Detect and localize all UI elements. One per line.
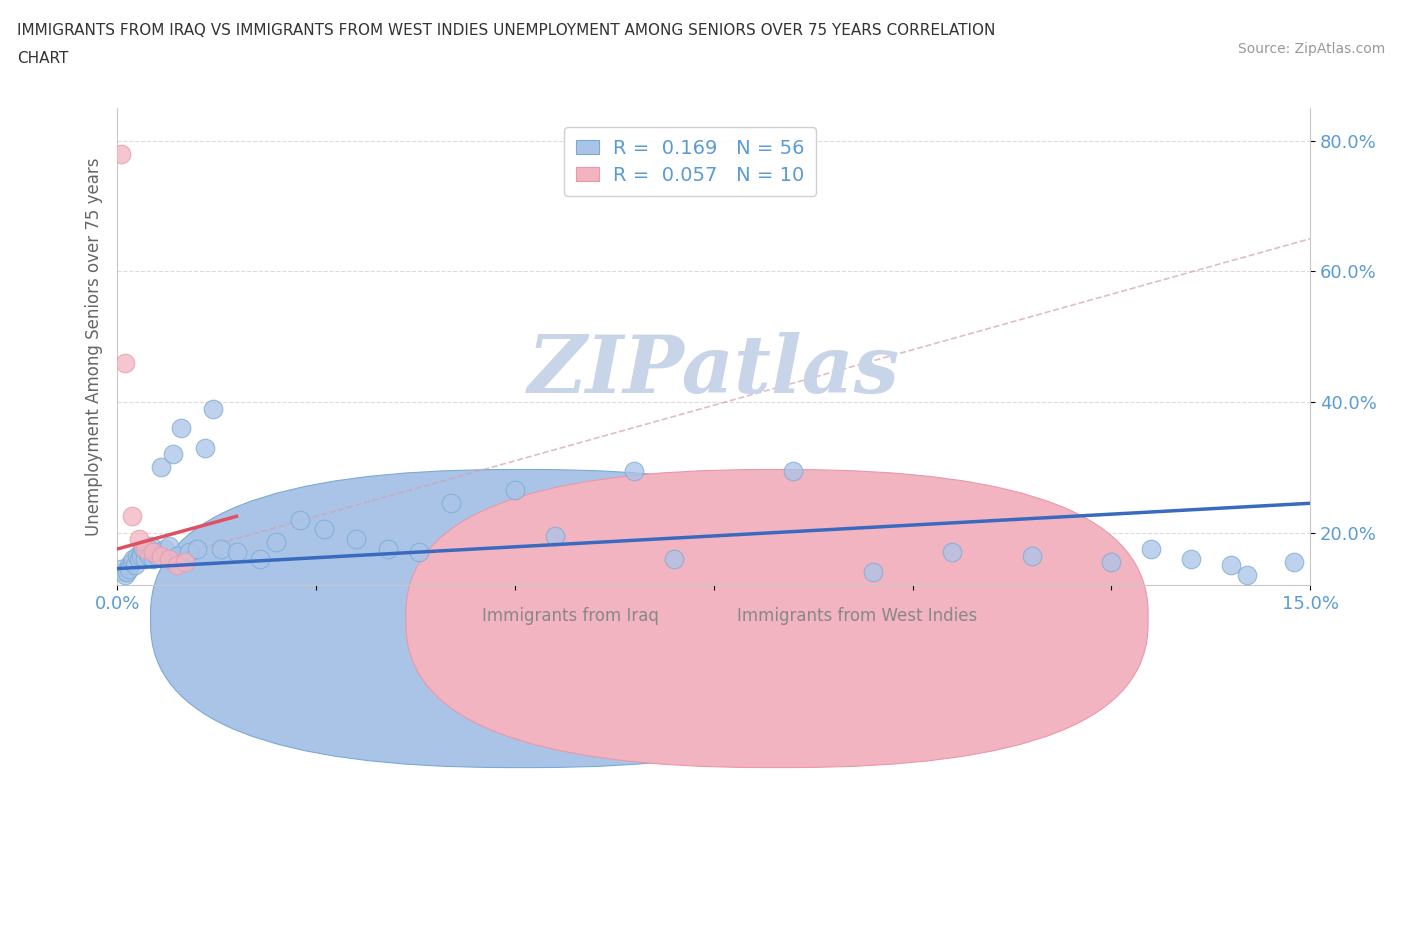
- Point: [118, 558, 141, 573]
- Text: Immigrants from West Indies: Immigrants from West Indies: [737, 607, 977, 625]
- Point: [138, 541, 160, 556]
- Point: [131, 541, 153, 556]
- Point: [623, 463, 645, 478]
- Point: [544, 528, 567, 543]
- Text: Source: ZipAtlas.com: Source: ZipAtlas.com: [1237, 42, 1385, 56]
- Point: [129, 548, 152, 563]
- Point: [1101, 554, 1123, 569]
- Point: [139, 538, 162, 553]
- Point: [225, 545, 247, 560]
- Point: [114, 567, 136, 582]
- Point: [129, 545, 152, 560]
- Point: [312, 522, 335, 537]
- Point: [941, 545, 963, 560]
- Point: [122, 551, 145, 566]
- Point: [1140, 541, 1163, 556]
- Y-axis label: Unemployment Among Seniors over 75 years: Unemployment Among Seniors over 75 years: [86, 157, 103, 536]
- Point: [201, 401, 224, 416]
- Point: [503, 483, 526, 498]
- Point: [162, 446, 184, 461]
- Point: [121, 554, 143, 569]
- Point: [128, 532, 150, 547]
- Point: [249, 551, 271, 566]
- Text: Immigrants from Iraq: Immigrants from Iraq: [482, 607, 659, 625]
- Point: [1219, 558, 1241, 573]
- Point: [138, 548, 160, 563]
- Point: [145, 545, 167, 560]
- Point: [118, 561, 141, 576]
- Point: [288, 512, 311, 527]
- Text: CHART: CHART: [17, 51, 69, 66]
- Point: [125, 548, 148, 563]
- Point: [110, 146, 132, 161]
- Point: [128, 551, 150, 566]
- Point: [440, 496, 463, 511]
- Point: [194, 440, 217, 455]
- Point: [186, 541, 208, 556]
- Point: [166, 548, 188, 563]
- Point: [149, 460, 172, 475]
- Point: [662, 551, 685, 566]
- Legend: R =  0.169   N = 56, R =  0.057   N = 10: R = 0.169 N = 56, R = 0.057 N = 10: [564, 127, 815, 196]
- Point: [344, 532, 367, 547]
- Point: [170, 420, 193, 435]
- Point: [110, 561, 132, 576]
- Point: [134, 541, 156, 556]
- Point: [209, 541, 232, 556]
- Point: [1180, 551, 1202, 566]
- Point: [136, 545, 159, 560]
- Point: [146, 548, 169, 563]
- Point: [1236, 567, 1258, 582]
- Point: [121, 509, 143, 524]
- FancyBboxPatch shape: [150, 470, 893, 767]
- FancyBboxPatch shape: [406, 470, 1149, 767]
- Point: [264, 535, 287, 550]
- Point: [157, 551, 180, 566]
- Point: [862, 565, 884, 579]
- Point: [124, 558, 146, 573]
- Point: [166, 558, 188, 573]
- Point: [149, 548, 172, 563]
- Point: [142, 551, 165, 566]
- Point: [1284, 554, 1306, 569]
- Point: [173, 554, 195, 569]
- Text: IMMIGRANTS FROM IRAQ VS IMMIGRANTS FROM WEST INDIES UNEMPLOYMENT AMONG SENIORS O: IMMIGRANTS FROM IRAQ VS IMMIGRANTS FROM …: [17, 23, 995, 38]
- Point: [134, 551, 156, 566]
- Point: [114, 355, 136, 370]
- Point: [408, 545, 430, 560]
- Point: [142, 545, 165, 560]
- Point: [1021, 548, 1043, 563]
- Point: [177, 545, 200, 560]
- Point: [115, 565, 138, 579]
- Text: ZIPatlas: ZIPatlas: [527, 332, 900, 409]
- Point: [377, 541, 399, 556]
- Point: [157, 538, 180, 553]
- Point: [112, 565, 135, 579]
- Point: [782, 463, 804, 478]
- Point: [153, 541, 176, 556]
